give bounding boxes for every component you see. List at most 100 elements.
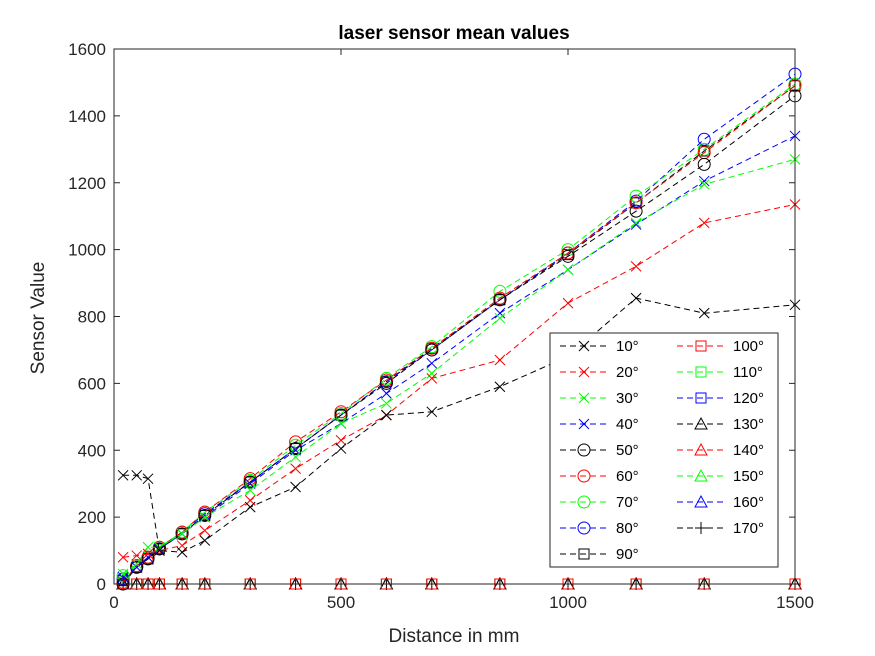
data-point: [117, 551, 129, 563]
data-point: [629, 196, 643, 210]
y-tick-label: 1600: [68, 40, 106, 59]
series-line: [123, 297, 796, 553]
y-tick-label: 600: [78, 374, 106, 393]
legend-marker: [577, 443, 591, 457]
legend-item-7: 70°: [560, 494, 639, 511]
legend-item-5: 50°: [560, 442, 639, 459]
data-point: [381, 388, 392, 399]
legend-marker: [695, 522, 707, 534]
legend-marker: [578, 366, 590, 378]
data-point: [244, 501, 256, 513]
series-3: [117, 153, 801, 580]
data-point: [698, 217, 710, 229]
data-point: [289, 435, 303, 449]
data-point: [426, 367, 438, 379]
data-point: [335, 443, 347, 454]
legend-item-12: 120°: [677, 390, 764, 407]
legend-label: 10°: [616, 338, 639, 355]
y-tick-label: 0: [97, 575, 106, 594]
legend-marker: [578, 392, 590, 404]
legend-item-16: 160°: [677, 494, 764, 511]
data-point: [630, 292, 642, 304]
y-axis-label: Sensor Value: [28, 262, 49, 375]
data-point: [629, 204, 643, 218]
y-tick-label: 200: [78, 508, 106, 527]
data-point: [426, 406, 438, 418]
series-line: [122, 135, 796, 578]
legend-marker: [577, 469, 591, 483]
legend-label: 150°: [733, 468, 764, 485]
data-point: [494, 312, 506, 324]
data-point: [561, 243, 575, 257]
data-point: [335, 418, 347, 429]
data-point: [117, 568, 129, 580]
legend-marker: [578, 548, 590, 560]
data-point: [198, 505, 212, 519]
data-point: [153, 543, 165, 555]
data-point: [117, 469, 129, 481]
data-point: [199, 511, 211, 523]
data-point: [142, 548, 154, 560]
data-point: [131, 561, 143, 573]
y-tick-label: 400: [78, 441, 106, 460]
data-point: [131, 558, 143, 570]
data-point: [379, 376, 393, 390]
legend-label: 60°: [616, 468, 639, 485]
data-point: [130, 560, 144, 574]
data-point: [379, 373, 393, 387]
legend-marker: [694, 468, 708, 482]
legend-item-1: 10°: [560, 338, 639, 355]
data-point: [290, 463, 301, 474]
legend-item-9: 90°: [560, 546, 639, 563]
y-tick-label: 1000: [68, 241, 106, 260]
data-point: [142, 473, 154, 485]
legend-label: 80°: [616, 520, 639, 537]
legend-marker: [694, 416, 708, 430]
series-line: [122, 95, 796, 585]
data-point: [131, 550, 143, 561]
x-tick-label: 1500: [776, 593, 814, 612]
legend-marker: [695, 366, 707, 378]
data-point: [697, 132, 711, 146]
data-point: [426, 342, 438, 354]
data-point: [426, 357, 438, 369]
legend-item-13: 130°: [677, 416, 764, 433]
data-point: [176, 546, 188, 558]
data-point: [198, 508, 212, 522]
data-point: [697, 142, 711, 156]
legend-label: 30°: [616, 390, 639, 407]
x-axis-label: Distance in mm: [389, 626, 520, 647]
data-point: [426, 373, 438, 384]
series-line: [122, 158, 796, 575]
series-line: [122, 73, 796, 580]
series-layer: [116, 67, 802, 591]
data-point: [117, 571, 129, 583]
data-point: [562, 297, 574, 309]
legend-label: 90°: [616, 546, 639, 563]
series-5: [116, 89, 802, 591]
data-point: [494, 354, 506, 366]
data-point: [199, 525, 211, 536]
legend-marker: [695, 340, 707, 352]
legend-item-14: 140°: [677, 442, 764, 459]
legend-label: 110°: [733, 364, 763, 381]
y-tick-label: 1200: [68, 174, 106, 193]
data-point: [116, 572, 130, 586]
data-point: [698, 175, 710, 187]
data-point: [561, 249, 575, 263]
data-point: [493, 293, 507, 307]
series-line: [123, 204, 796, 558]
data-point: [494, 307, 506, 319]
legend-marker: [577, 495, 591, 509]
data-point: [141, 552, 155, 566]
legend-item-3: 30°: [560, 390, 639, 407]
chart-title: laser sensor mean values: [338, 23, 569, 44]
series-1: [117, 292, 801, 558]
axes-layer: 0 500 1000 1500 0 200 400 600 800 1000 1200 1400 160…: [68, 40, 814, 612]
legend-label: 70°: [616, 494, 639, 511]
data-point: [290, 451, 301, 463]
y-tick-label: 1400: [68, 107, 106, 126]
data-point: [243, 475, 257, 489]
legend-item-17: 170°: [677, 520, 764, 537]
legend-marker: [577, 521, 591, 535]
